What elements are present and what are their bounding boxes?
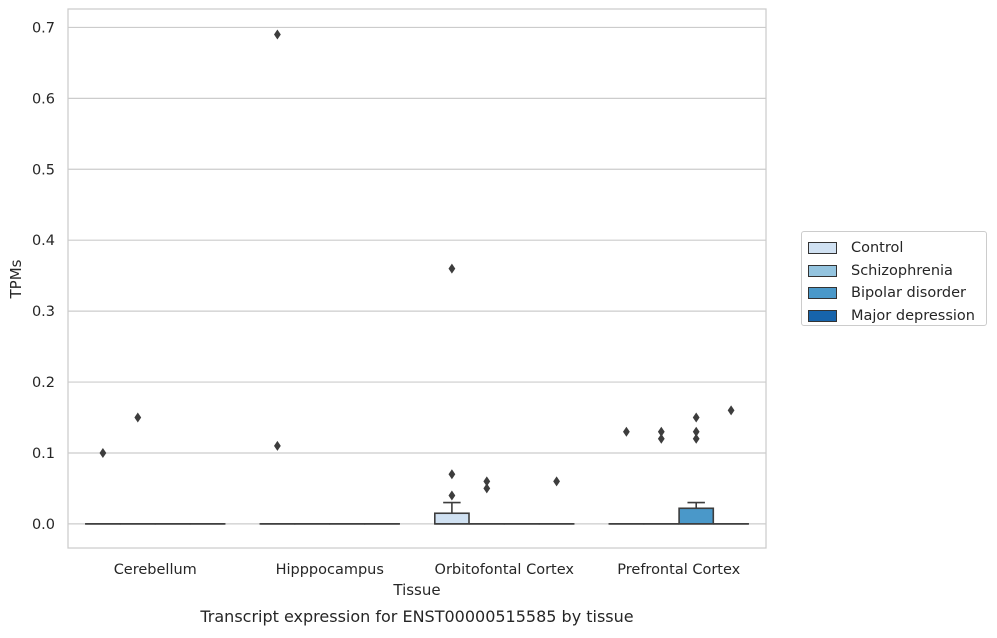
box-body — [435, 513, 469, 524]
x-axis-label: Tissue — [392, 581, 440, 599]
box-bipolar-disorder-prefrontal-cortex — [679, 413, 713, 524]
outlier-point — [449, 469, 456, 479]
outlier-point — [449, 491, 456, 501]
legend-label-schizophrenia: Schizophrenia — [851, 263, 953, 279]
y-tick-label: 0.5 — [32, 162, 55, 178]
y-tick-label: 0.2 — [32, 375, 55, 391]
x-tick-label: Orbitofontal Cortex — [435, 562, 575, 578]
outlier-point — [658, 434, 665, 444]
legend-item-bipolar-disorder: Bipolar disorder — [808, 282, 986, 305]
legend-swatch-control — [808, 242, 837, 254]
legend-swatch-schizophrenia — [808, 265, 837, 277]
outlier-point — [693, 413, 700, 423]
tick-layer: 0.0 0.1 0.2 0.3 0.4 0.5 0.6 0.7 Cerebellum Hipppo… — [32, 20, 741, 578]
outlier-point — [274, 441, 281, 451]
legend-label-major-depression: Major depression — [851, 308, 975, 324]
box-major-depression-prefrontal-cortex — [714, 405, 748, 523]
box-body — [679, 508, 713, 524]
y-tick-label: 0.0 — [32, 517, 55, 533]
outlier-point — [449, 264, 456, 274]
outlier-point — [728, 405, 735, 415]
y-tick-label: 0.1 — [32, 446, 55, 462]
y-tick-label: 0.4 — [32, 233, 55, 249]
legend-label-control: Control — [851, 240, 903, 256]
legend-swatch-bipolar-disorder — [808, 287, 837, 299]
legend-item-schizophrenia: Schizophrenia — [808, 260, 986, 283]
outlier-point — [483, 483, 490, 493]
grid-layer — [68, 27, 766, 523]
box-major-depression-orbitofontal-cortex — [539, 476, 573, 524]
outlier-point — [693, 434, 700, 444]
box-schizophrenia-cerebellum — [121, 413, 155, 524]
legend-item-major-depression: Major depression — [808, 305, 986, 328]
box-control-hipppocampus — [260, 30, 294, 524]
outlier-point — [134, 413, 141, 423]
outlier-point — [553, 476, 560, 486]
outlier-point — [100, 448, 107, 458]
x-tick-label: Cerebellum — [114, 562, 197, 578]
y-tick-label: 0.3 — [32, 304, 55, 320]
box-control-prefrontal-cortex — [609, 427, 643, 524]
outlier-point — [623, 427, 630, 437]
chart-title: Transcript expression for ENST0000051558… — [199, 607, 633, 626]
y-tick-label: 0.7 — [32, 20, 55, 36]
y-axis-label: TPMs — [7, 259, 25, 299]
outlier-point — [274, 30, 281, 40]
legend-item-control: Control — [808, 237, 986, 260]
y-tick-label: 0.6 — [32, 91, 55, 107]
x-tick-label: Hipppocampus — [276, 562, 384, 578]
legend-label-bipolar-disorder: Bipolar disorder — [851, 285, 966, 301]
box-schizophrenia-prefrontal-cortex — [644, 427, 678, 524]
box-control-orbitofontal-cortex — [435, 264, 469, 524]
box-control-cerebellum — [86, 448, 120, 524]
plot-frame — [68, 9, 766, 548]
box-layer — [86, 30, 748, 524]
x-tick-label: Prefrontal Cortex — [617, 562, 740, 578]
legend: Control Schizophrenia Bipolar disorder M… — [801, 231, 987, 326]
legend-swatch-major-depression — [808, 310, 837, 322]
box-schizophrenia-orbitofontal-cortex — [470, 476, 504, 524]
